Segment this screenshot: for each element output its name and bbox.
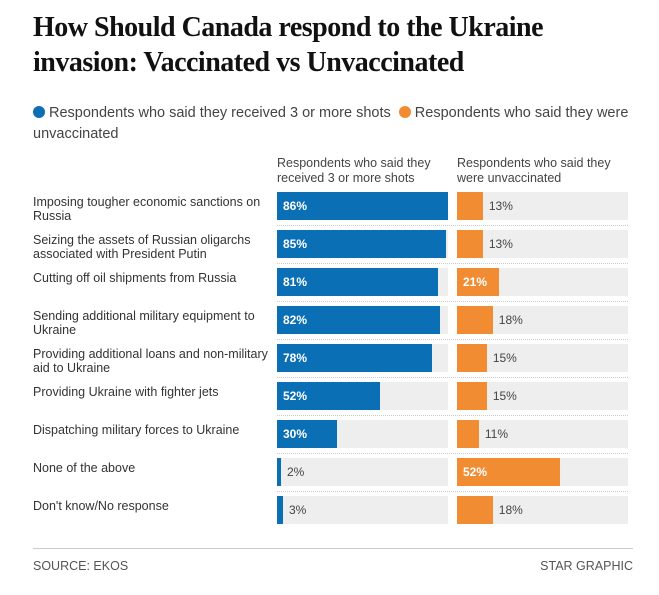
vaccinated-bar <box>277 344 433 372</box>
data-label: 13% <box>488 199 513 213</box>
bar-track: 86% <box>277 192 448 220</box>
chart-title: How Should Canada respond to the Ukraine… <box>33 12 544 78</box>
row-divider <box>277 263 628 264</box>
legend: Respondents who said they received 3 or … <box>33 103 643 145</box>
vaccinated-bar <box>277 458 281 486</box>
row-divider <box>277 225 628 226</box>
unvaccinated-bar <box>457 496 493 524</box>
bar-track: 2% <box>277 458 448 486</box>
data-label: 78% <box>283 351 308 365</box>
category-label: Don't know/No response <box>33 499 169 513</box>
source: SOURCE: EKOS <box>33 559 129 573</box>
credit: STAR GRAPHIC <box>540 559 633 573</box>
category-label: Providing Ukraine with fighter jets <box>33 385 219 399</box>
unvaccinated-bar <box>457 382 487 410</box>
data-label: 15% <box>492 351 517 365</box>
legend-label: Respondents who said they were unvaccina… <box>33 105 629 142</box>
row-divider <box>277 377 628 378</box>
column-header-unvaccinated: Respondents who said they were unvaccina… <box>457 156 611 185</box>
vaccinated-bar <box>277 496 283 524</box>
bar-track: 11% <box>457 420 628 448</box>
data-label: 82% <box>283 313 308 327</box>
data-label: 30% <box>283 427 308 441</box>
legend-item-vaccinated: Respondents who said they received 3 or … <box>33 105 391 121</box>
bar-track: 15% <box>457 344 628 372</box>
table-row: Providing additional loans and non-milit… <box>33 344 628 382</box>
bar-track: 52% <box>277 382 448 410</box>
row-divider <box>277 453 628 454</box>
vaccinated-bar <box>277 382 381 410</box>
bar-track: 52% <box>457 458 628 486</box>
bar-track: 15% <box>457 382 628 410</box>
legend-dot-icon <box>33 106 45 118</box>
column-header-vaccinated: Respondents who said they received 3 or … <box>277 156 431 185</box>
table-row: Cutting off oil shipments from Russia 81%… <box>33 268 628 306</box>
row-divider <box>277 491 628 492</box>
bar-track: 3% <box>277 496 448 524</box>
category-label: Dispatching military forces to Ukraine <box>33 423 240 437</box>
legend-dot-icon <box>398 106 411 118</box>
data-label: 13% <box>488 237 513 251</box>
vaccinated-bar <box>277 306 441 334</box>
unvaccinated-bar <box>457 344 487 372</box>
bar-track: 30% <box>277 420 448 448</box>
data-label: 21% <box>463 275 488 289</box>
data-label: 18% <box>498 313 523 327</box>
table-row: Seizing the assets of Russian oligarchs … <box>33 230 628 268</box>
bar-track: 82% <box>277 306 448 334</box>
data-label: 52% <box>463 465 488 479</box>
data-label: 81% <box>283 275 308 289</box>
data-label: 86% <box>283 199 308 213</box>
bar-track: 85% <box>277 230 448 258</box>
bar-track: 13% <box>457 192 628 220</box>
data-label: 85% <box>283 237 308 251</box>
row-divider <box>277 339 628 340</box>
row-divider <box>277 301 628 302</box>
bar-track: 18% <box>457 306 628 334</box>
vaccinated-bar <box>277 268 439 296</box>
unvaccinated-bar <box>457 306 493 334</box>
bar-track: 81% <box>277 268 448 296</box>
vaccinated-bar <box>277 420 337 448</box>
category-label: Providing additional loans and non-milit… <box>33 347 268 375</box>
bar-track: 21% <box>457 268 628 296</box>
table-row: Sending additional military equipment to… <box>33 306 628 344</box>
category-label: Sending additional military equipment to… <box>33 309 255 337</box>
row-divider <box>277 415 628 416</box>
data-label: 2% <box>286 465 305 479</box>
legend-label: Respondents who said they received 3 or … <box>49 105 391 121</box>
vaccinated-bar <box>277 230 446 258</box>
category-label: Cutting off oil shipments from Russia <box>33 271 237 285</box>
data-label: 3% <box>288 503 307 517</box>
table-row: None of the above 2% 52% <box>33 458 628 496</box>
unvaccinated-bar <box>457 268 499 296</box>
data-label: 11% <box>484 427 508 441</box>
vaccinated-bar <box>277 192 448 220</box>
data-label: 18% <box>498 503 523 517</box>
category-label: None of the above <box>33 461 136 475</box>
footer-divider <box>33 548 633 549</box>
unvaccinated-bar <box>457 420 479 448</box>
table-row: Imposing tougher economic sanctions on R… <box>33 192 628 230</box>
unvaccinated-bar <box>457 192 483 220</box>
unvaccinated-bar <box>457 458 561 486</box>
data-label: 52% <box>283 389 308 403</box>
bar-track: 78% <box>277 344 448 372</box>
data-label: 15% <box>492 389 517 403</box>
bar-track: 13% <box>457 230 628 258</box>
table-row: Don't know/No response 3% 18% <box>33 496 628 534</box>
table-row: Dispatching military forces to Ukraine 30… <box>33 420 628 458</box>
category-label: Imposing tougher economic sanctions on R… <box>33 195 261 223</box>
bar-track: 18% <box>457 496 628 524</box>
category-label: Seizing the assets of Russian oligarchs … <box>33 233 251 261</box>
table-row: Providing Ukraine with fighter jets 52% 15… <box>33 382 628 420</box>
legend-item-unvaccinated: Respondents who said they were unvaccina… <box>33 105 628 142</box>
unvaccinated-bar <box>457 230 483 258</box>
